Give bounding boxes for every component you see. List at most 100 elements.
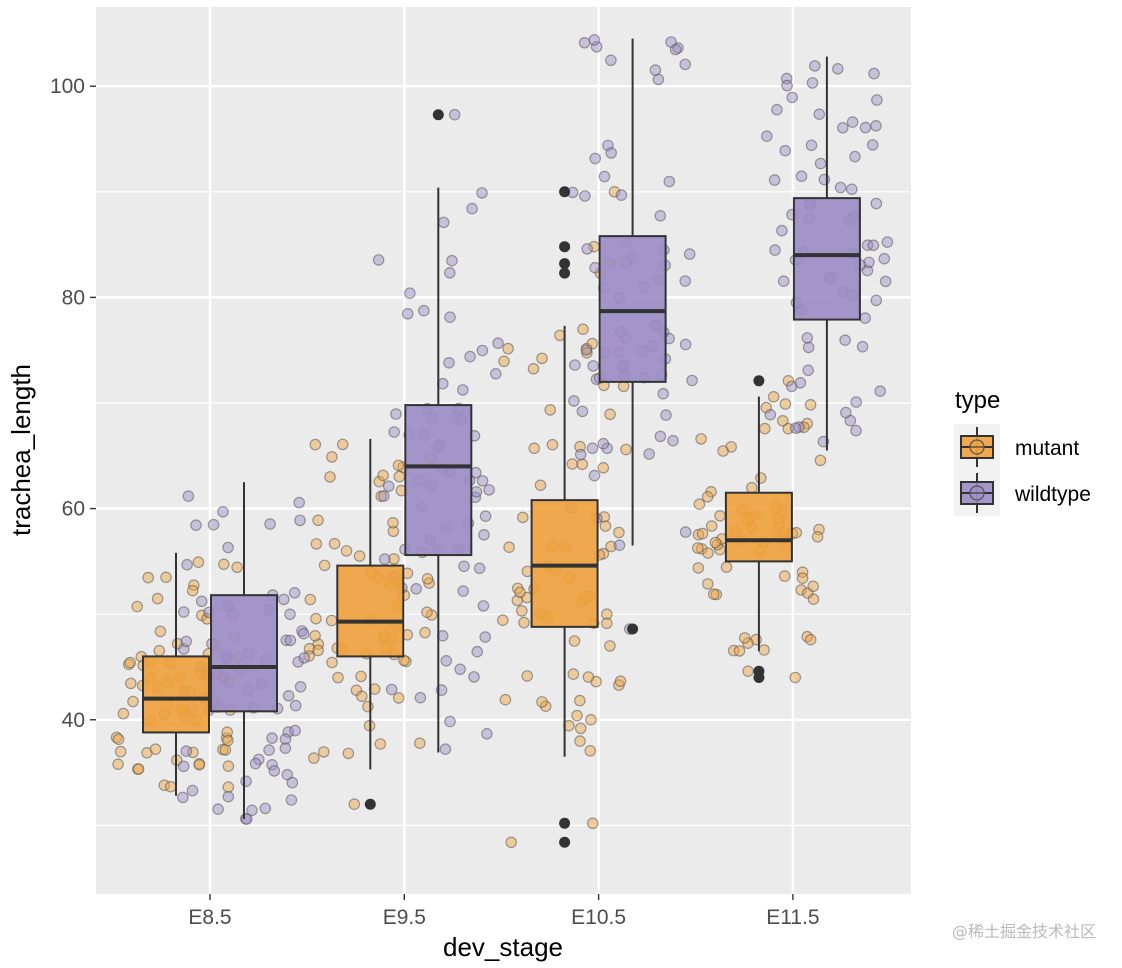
jitter-point — [861, 239, 874, 251]
jitter-point — [813, 108, 826, 120]
jitter-point — [288, 586, 301, 599]
jitter-point — [546, 438, 559, 451]
outlier-point — [559, 267, 571, 279]
jitter-point — [309, 629, 321, 642]
jitter-point — [310, 538, 323, 550]
box-mutant-E9.5 — [336, 438, 405, 810]
jitter-point — [444, 715, 456, 728]
jitter-point — [294, 680, 307, 693]
jitter-point — [834, 181, 847, 194]
jitter-point — [802, 341, 815, 354]
y-tick-label: 80 — [62, 286, 85, 309]
jitter-point — [859, 121, 872, 134]
jitter-point — [738, 632, 751, 644]
legend-item-wildtype: wildtype — [960, 473, 1091, 513]
jitter-point — [372, 254, 385, 266]
jitter-point — [437, 216, 450, 229]
jitter-point — [284, 608, 296, 621]
jitter-point — [604, 408, 616, 421]
jitter-point — [222, 734, 234, 747]
jitter-point — [518, 616, 530, 629]
jitter-point — [856, 340, 869, 353]
watermark-text: @稀土掘金技术社区 — [951, 922, 1096, 941]
jitter-point — [127, 695, 139, 708]
jitter-point — [446, 254, 458, 267]
jitter-point — [588, 34, 601, 46]
jitter-point — [222, 541, 234, 554]
jitter-point — [586, 817, 599, 830]
jitter-point — [410, 582, 422, 595]
jitter-point — [584, 744, 596, 757]
jitter-point — [807, 593, 820, 605]
jitter-point — [443, 266, 456, 279]
jitter-point — [707, 588, 720, 600]
jitter-point — [114, 745, 127, 758]
jitter-point — [443, 356, 455, 369]
jitter-point — [599, 520, 612, 532]
x-tick-label: E9.5 — [383, 906, 426, 929]
jitter-point — [758, 422, 771, 435]
jitter-point — [382, 480, 395, 493]
jitter-point — [580, 344, 593, 356]
jitter-point — [499, 693, 512, 706]
outlier-point — [432, 109, 444, 121]
x-axis-title: dev_stage — [443, 932, 563, 962]
box-mutant-E8.5 — [142, 552, 210, 796]
jitter-point — [222, 760, 235, 772]
jitter-point — [326, 451, 338, 463]
jitter-point — [502, 342, 514, 355]
panel-background — [96, 7, 911, 894]
jitter-point — [608, 186, 621, 198]
jitter-point — [831, 63, 844, 75]
jitter-point — [373, 475, 385, 488]
jitter-point — [298, 652, 310, 664]
jitter-point — [871, 94, 883, 106]
jitter-point — [804, 633, 817, 646]
jitter-point — [292, 656, 304, 668]
outlier-point — [753, 665, 765, 677]
jitter-point — [850, 424, 862, 437]
jitter-point — [613, 526, 625, 539]
jitter-point — [285, 794, 298, 806]
jitter-point — [489, 367, 502, 380]
jitter-point — [413, 737, 426, 749]
jitter-point — [667, 434, 679, 447]
jitter-point — [839, 406, 852, 419]
jitter-point — [342, 747, 355, 760]
jitter-point — [355, 690, 368, 703]
jitter-point — [289, 724, 301, 737]
jitter-point — [387, 516, 399, 529]
jitter-point — [536, 352, 548, 365]
jitter-point — [709, 536, 722, 549]
jitter-point — [521, 670, 533, 682]
jitter-point — [786, 91, 798, 104]
jitter-point — [814, 454, 827, 467]
jitter-point — [353, 550, 366, 562]
jitter-point — [874, 385, 886, 397]
jitter-point — [879, 275, 892, 288]
jitter-point — [328, 537, 341, 550]
jitter-point — [805, 139, 818, 152]
jitter-point — [643, 448, 655, 460]
jitter-point — [818, 173, 831, 186]
jitter-point — [294, 514, 306, 527]
jitter-point — [219, 744, 232, 756]
jitter-point — [385, 683, 398, 696]
jitter-point — [458, 560, 470, 573]
jitter-point — [742, 665, 754, 677]
jitter-point — [768, 174, 781, 186]
jitter-point — [767, 390, 780, 403]
jitter-point — [686, 374, 698, 387]
jitter-point — [568, 635, 581, 647]
jitter-point — [277, 593, 290, 606]
jitter-point — [804, 398, 817, 411]
box-iqr — [336, 564, 405, 658]
jitter-point — [597, 437, 610, 450]
jitter-point — [304, 593, 317, 606]
legend: type mutant wildtype — [954, 387, 1091, 516]
jitter-point — [578, 36, 591, 49]
boxes — [142, 38, 861, 848]
jitter-point — [149, 743, 162, 755]
jitter-point — [297, 627, 310, 640]
